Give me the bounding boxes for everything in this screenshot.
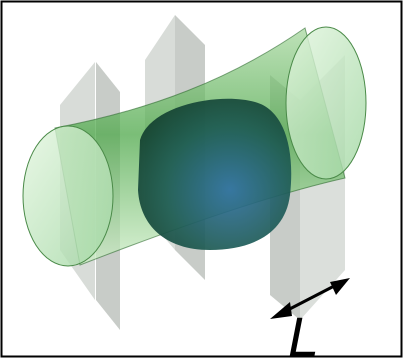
tube-end: [286, 27, 366, 179]
tube-end: [23, 126, 113, 266]
core: [138, 99, 291, 250]
length-label: L: [288, 305, 319, 358]
diagram: L: [0, 0, 403, 358]
